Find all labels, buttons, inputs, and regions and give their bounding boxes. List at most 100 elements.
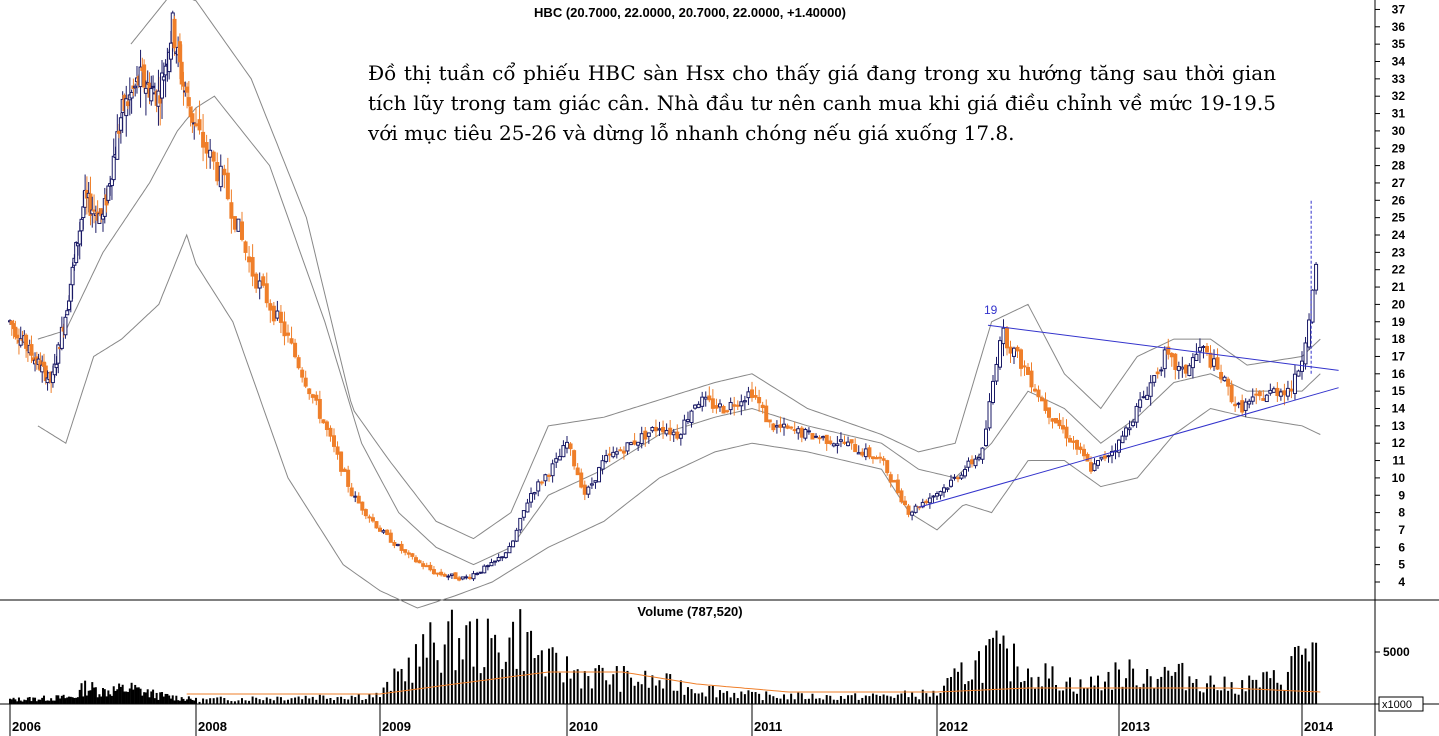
- candle: [739, 394, 744, 416]
- volume-bar: [173, 700, 176, 704]
- candle: [511, 539, 516, 548]
- volume-bar: [1272, 670, 1275, 704]
- volume-bar: [46, 700, 49, 704]
- volume-bar: [189, 698, 192, 704]
- candle: [561, 440, 566, 458]
- volume-bar: [144, 692, 147, 704]
- candle: [229, 189, 234, 234]
- candle: [282, 311, 287, 346]
- volume-bar: [825, 695, 828, 704]
- volume-bar: [978, 651, 980, 704]
- candle: [215, 152, 220, 186]
- candle: [353, 491, 358, 503]
- volume-bar: [1216, 690, 1219, 704]
- candle: [586, 485, 591, 498]
- candle: [1047, 407, 1051, 425]
- volume-bar: [1062, 690, 1064, 704]
- volume-bar: [1051, 666, 1054, 704]
- volume-bar: [168, 695, 171, 704]
- band-upper: [130, 0, 1321, 540]
- candle: [910, 510, 915, 521]
- volume-bar: [537, 655, 540, 704]
- candle: [806, 427, 811, 435]
- volume-bar: [1013, 643, 1015, 704]
- volume-bar: [329, 698, 332, 704]
- candle: [927, 493, 932, 509]
- y-tick-label: 36: [1392, 20, 1406, 34]
- volume-bar: [71, 697, 74, 704]
- volume-bar: [1020, 682, 1022, 704]
- candle: [356, 492, 361, 504]
- volume-bar: [1195, 679, 1198, 704]
- volume-bar: [187, 696, 190, 704]
- volume-bar: [988, 639, 991, 704]
- volume-bar: [900, 693, 903, 704]
- volume-bar: [85, 695, 88, 704]
- volume-bar: [155, 692, 158, 704]
- candle: [945, 487, 950, 493]
- candle: [600, 454, 605, 475]
- volume-bar: [404, 681, 407, 704]
- volume-bar: [1290, 656, 1293, 704]
- candle: [725, 409, 730, 414]
- volume-bar: [361, 699, 364, 704]
- volume-bar: [1241, 680, 1244, 704]
- candle: [757, 389, 762, 412]
- volume-bar: [1269, 678, 1272, 704]
- volume-bar: [583, 671, 586, 704]
- candle: [521, 510, 526, 521]
- volume-bar: [775, 697, 778, 704]
- volume-bar: [123, 691, 126, 704]
- volume-bar: [37, 699, 40, 704]
- volume-bar: [1293, 647, 1296, 704]
- x-tick-label: 2009: [382, 719, 411, 734]
- volume-bar: [573, 670, 576, 704]
- volume-bar: [647, 687, 650, 704]
- volume-bar: [368, 694, 371, 704]
- volume-bar: [318, 694, 321, 704]
- volume-bar: [135, 687, 138, 704]
- candle: [489, 558, 494, 567]
- volume-bar: [1205, 683, 1208, 704]
- volume-bar: [16, 701, 19, 704]
- volume-bar: [608, 684, 611, 704]
- volume-bar: [1111, 689, 1113, 704]
- volume-bar: [1191, 682, 1194, 704]
- candle: [250, 244, 255, 287]
- volume-bar: [146, 689, 149, 704]
- volume-bar: [1188, 676, 1191, 704]
- volume-bar: [48, 700, 51, 704]
- volume-bar: [193, 700, 196, 704]
- candle: [218, 154, 223, 192]
- candle: [1250, 388, 1255, 405]
- volume-bar: [637, 681, 640, 704]
- y-tick-label: 17: [1392, 349, 1406, 363]
- candle: [1078, 442, 1083, 454]
- candle: [208, 138, 213, 169]
- candle: [467, 574, 472, 581]
- volume-bar: [1255, 679, 1258, 704]
- volume-bar: [1163, 666, 1166, 704]
- volume-bar: [322, 695, 325, 704]
- volume-bar: [772, 696, 775, 704]
- volume-bar: [159, 692, 162, 704]
- volume-bar: [679, 680, 682, 704]
- volume-bar: [1209, 675, 1212, 704]
- candle: [767, 419, 772, 428]
- candle: [842, 435, 847, 446]
- candle: [1159, 366, 1164, 377]
- volume-bar: [472, 666, 475, 704]
- volume-bar: [102, 688, 104, 704]
- candle: [636, 441, 641, 451]
- candle: [1015, 345, 1020, 359]
- candle: [888, 471, 893, 488]
- volume-bar: [662, 688, 665, 704]
- volume-bar: [793, 699, 796, 704]
- volume-bar: [357, 694, 360, 704]
- volume-bar: [726, 691, 729, 704]
- candle: [211, 150, 216, 170]
- volume-bar: [422, 634, 425, 704]
- volume-bar: [598, 665, 601, 704]
- volume-bar: [889, 696, 892, 704]
- candle: [1054, 417, 1058, 424]
